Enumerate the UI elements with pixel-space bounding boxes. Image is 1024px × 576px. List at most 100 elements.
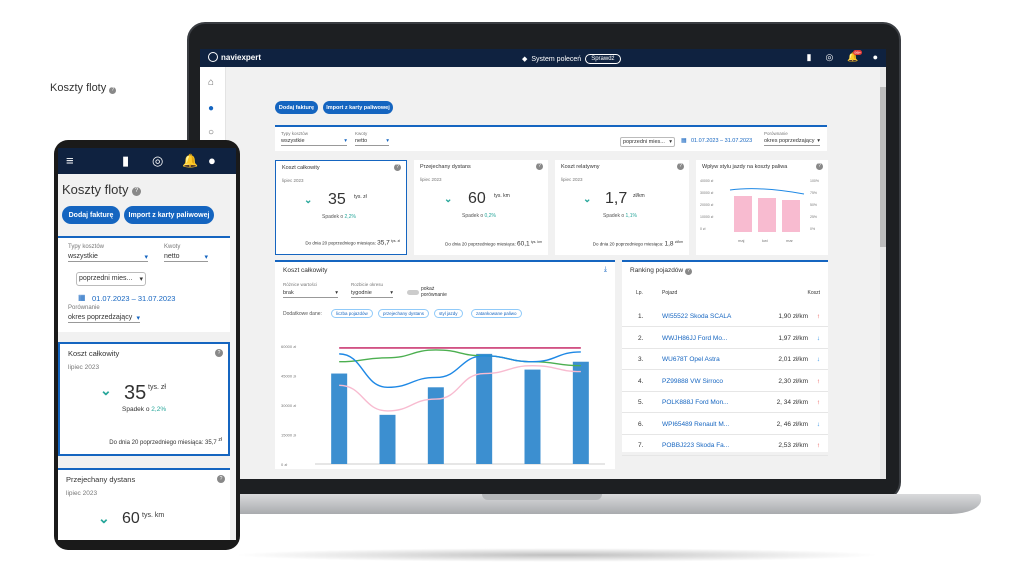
- bell-icon[interactable]: 🔔: [182, 153, 199, 168]
- breakdown-select[interactable]: tygodnie ▾: [351, 290, 393, 298]
- download-icon[interactable]: ⤓: [603, 266, 607, 273]
- extra-data-label: Dodatkowe dane:: [283, 311, 322, 317]
- add-invoice-button[interactable]: Dodaj fakturę: [275, 101, 318, 114]
- diff-select[interactable]: brak ▾: [283, 290, 338, 298]
- card-footer: Do dnia 20 poprzedniego miesiąca: 35,7 z…: [109, 437, 222, 446]
- rank-vehicle-link[interactable]: WPI65489 Renault M...: [662, 420, 730, 428]
- arrow-up-icon: ↑: [816, 399, 820, 406]
- comparison-select[interactable]: okres poprzedzający ▾: [764, 138, 820, 146]
- help-icon[interactable]: ?: [536, 163, 543, 170]
- rank-vehicle-link[interactable]: WWJH86JJ Ford Mo...: [662, 334, 728, 342]
- chip-fuel[interactable]: zatankowane paliwo: [471, 309, 522, 318]
- trend-down-icon: ⌄: [98, 510, 110, 526]
- top-bar: naviexpert ◆ System poleceń Sprawdź ▮ ◎ …: [200, 49, 886, 67]
- rank-cost: 2, 46 zł/km: [776, 420, 808, 428]
- kpi-card-total-cost[interactable]: Koszt całkowity? lipiec 2023 ⌄ 35 tys. z…: [275, 160, 407, 255]
- mini-month: mar: [786, 238, 794, 243]
- user-icon[interactable]: ●: [872, 52, 878, 62]
- import-card-button[interactable]: Import z karty paliwowej: [323, 101, 393, 114]
- trend-down-icon: ⌄: [304, 195, 313, 206]
- bell-icon[interactable]: 🔔 99+: [847, 50, 863, 62]
- compare-toggle[interactable]: [407, 290, 419, 295]
- help-icon[interactable]: ?: [394, 164, 401, 171]
- ranking-row[interactable]: 5. POLK888J Ford Mon... 2, 34 zł/km ↑: [622, 392, 828, 413]
- menu-icon[interactable]: ≡: [66, 153, 74, 168]
- kpi-card-driving-style[interactable]: Wpływ stylu jazdy na koszty paliwa? 4000…: [696, 160, 828, 255]
- bar[interactable]: [427, 387, 444, 464]
- scrollbar[interactable]: [880, 67, 886, 479]
- rank-cost: 2,53 zł/km: [778, 442, 808, 449]
- trend-down-icon: ⌄: [100, 382, 112, 398]
- rank-vehicle-link[interactable]: POLK888J Ford Mon...: [662, 399, 729, 406]
- rank-vehicle-link[interactable]: PZ99888 VW Sirroco: [662, 377, 724, 385]
- mini-y-tick: 10000 zł: [700, 215, 713, 219]
- rank-vehicle-link[interactable]: WI55522 Skoda SCALA: [662, 313, 732, 320]
- mini-y-tick-right: 50%: [810, 203, 817, 207]
- help-icon[interactable]: ?: [677, 163, 684, 170]
- bar[interactable]: [379, 414, 396, 464]
- card-change: Spadek o 2,2%: [122, 406, 167, 413]
- rank-vehicle-link[interactable]: POBBJ223 Skoda Fa...: [662, 442, 730, 449]
- money-icon[interactable]: ●: [208, 103, 215, 114]
- calendar-icon[interactable]: ▦: [78, 293, 86, 302]
- check-button[interactable]: Sprawdź: [585, 54, 621, 64]
- import-card-button[interactable]: Import z karty paliwowej: [124, 206, 214, 224]
- ranking-row[interactable]: 2. WWJH86JJ Ford Mo... 1,97 zł/km ↓: [622, 328, 828, 349]
- card-period: lipiec 2023: [420, 177, 442, 182]
- cost-type-label: Typy kosztów: [68, 244, 105, 250]
- logo-text: naviexpert: [221, 52, 262, 62]
- rank-lp: 2.: [638, 334, 644, 342]
- add-invoice-button[interactable]: Dodaj fakturę: [62, 206, 120, 224]
- help-icon[interactable]: ?: [215, 349, 223, 357]
- bar[interactable]: [476, 353, 493, 464]
- bar[interactable]: [524, 369, 541, 464]
- book-icon[interactable]: ▮: [122, 153, 130, 168]
- date-range[interactable]: 01.07.2023 – 31.07.2023: [92, 294, 176, 303]
- chip-distance[interactable]: przejechany dystans: [378, 309, 430, 318]
- home-icon[interactable]: ⌂: [208, 77, 215, 88]
- user-icon[interactable]: ●: [208, 153, 216, 168]
- chip-vehicles[interactable]: liczba pojazdów: [331, 309, 373, 318]
- kpi-card-distance[interactable]: Przejechany dystans? lipiec 2023 ⌄ 60 ty…: [414, 160, 548, 255]
- card-value: 35: [124, 382, 147, 404]
- help-icon[interactable]: ?: [109, 87, 117, 94]
- period-select[interactable]: poprzedni mies... ▾: [76, 272, 146, 286]
- calendar-icon[interactable]: ▦: [681, 138, 687, 144]
- bar[interactable]: [331, 373, 348, 464]
- ranking-row[interactable]: 7. POBBJ223 Skoda Fa... 2,53 zł/km ↑: [622, 435, 828, 456]
- support-icon[interactable]: ◎: [152, 153, 164, 168]
- phone-kpi-total-cost[interactable]: Koszt całkowity ? lipiec 2023 ⌄ 35 tys. …: [58, 342, 230, 456]
- amounts-select[interactable]: netto ▾: [355, 138, 389, 146]
- help-icon[interactable]: ?: [132, 187, 142, 196]
- cost-type-select[interactable]: wszystkie ▾: [281, 138, 347, 146]
- mini-bar: [734, 196, 752, 232]
- app-logo[interactable]: naviexpert: [208, 52, 261, 62]
- kpi-card-relative-cost[interactable]: Koszt relatywny? lipiec 2023 ⌄ 1,7 zł/km…: [555, 160, 689, 255]
- support-icon[interactable]: ◎: [825, 52, 834, 62]
- ranking-row[interactable]: 1. WI55522 Skoda SCALA 1,90 zł/km ↑: [622, 306, 828, 327]
- style-mini-chart: 40000 zł 30000 zł 20000 zł 10000 zł 0 zł 100%…: [700, 179, 819, 243]
- comparison-label: Porównanie: [764, 131, 788, 136]
- help-icon[interactable]: ?: [816, 163, 823, 170]
- total-cost-chart-panel: Koszt całkowity ⤓ Różnice wartości brak ▾…: [275, 260, 615, 469]
- comparison-select[interactable]: okres poprzedzający ▾: [68, 314, 140, 323]
- book-icon[interactable]: ▮: [806, 52, 812, 62]
- amounts-select[interactable]: netto ▾: [164, 253, 208, 262]
- ranking-row[interactable]: 3. WU678T Opel Astra 2,01 zł/km ↓: [622, 349, 828, 370]
- help-icon[interactable]: ?: [217, 475, 225, 483]
- bar[interactable]: [572, 361, 589, 464]
- nav-icon[interactable]: ○: [208, 127, 215, 138]
- series-line: [339, 364, 581, 412]
- rank-vehicle-link[interactable]: WU678T Opel Astra: [662, 356, 720, 363]
- y-tick-label: 15000 zł: [281, 433, 296, 438]
- ranking-row[interactable]: 6. WPI65489 Renault M... 2, 46 zł/km ↓: [622, 414, 828, 435]
- date-range[interactable]: 01.07.2023 – 31.07.2023: [691, 138, 753, 144]
- help-icon[interactable]: ?: [684, 268, 692, 275]
- period-select[interactable]: poprzedni mies... ▾: [620, 137, 675, 147]
- ranking-row[interactable]: 4. PZ99888 VW Sirroco 2,30 zł/km ↑: [622, 371, 828, 392]
- cost-type-select[interactable]: wszystkie ▾: [68, 253, 148, 262]
- chip-style[interactable]: styl jazdy: [434, 309, 463, 318]
- phone-kpi-distance[interactable]: Przejechany dystans ? lipiec 2023 ⌄ 60 t…: [58, 468, 230, 540]
- y-tick-label: 30000 zł: [281, 403, 296, 408]
- col-vehicle: Pojazd: [662, 290, 678, 296]
